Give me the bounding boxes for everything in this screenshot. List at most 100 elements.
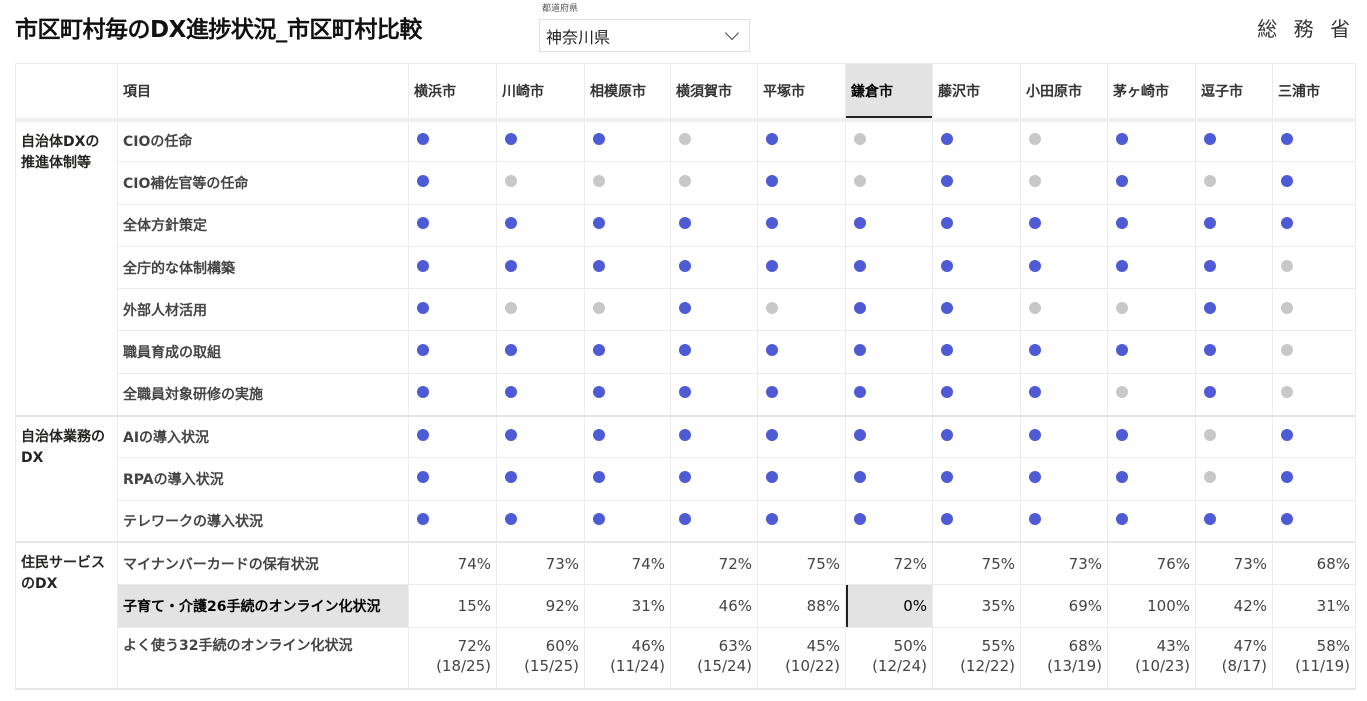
status-cell[interactable] [757,330,846,374]
value-cell[interactable]: 0% [845,584,933,628]
status-cell[interactable] [496,415,585,459]
status-cell[interactable] [496,203,585,247]
status-cell[interactable] [1272,288,1356,332]
value-cell[interactable]: 92% [496,584,585,628]
city-header[interactable]: 横須賀市 [670,63,758,122]
status-cell[interactable] [1195,203,1273,247]
city-header[interactable]: 横浜市 [408,63,497,122]
value-cell[interactable]: 72% [670,541,758,586]
item-label[interactable]: 全庁的な体制構築 [117,245,409,290]
value-cell[interactable]: 45% (10/22) [757,626,846,691]
status-cell[interactable] [408,161,497,205]
status-cell[interactable] [932,499,1021,544]
status-cell[interactable] [496,372,585,417]
status-cell[interactable] [1195,415,1273,459]
status-cell[interactable] [1020,457,1108,501]
status-cell[interactable] [1020,499,1108,544]
status-cell[interactable] [757,203,846,247]
status-cell[interactable] [670,499,758,544]
status-cell[interactable] [932,203,1021,247]
item-label[interactable]: 外部人材活用 [117,288,409,332]
item-label[interactable]: テレワークの導入状況 [117,499,409,544]
status-cell[interactable] [408,415,497,459]
status-cell[interactable] [496,457,585,501]
status-cell[interactable] [670,288,758,332]
city-header[interactable]: 藤沢市 [932,63,1021,122]
status-cell[interactable] [1272,330,1356,374]
status-cell[interactable] [1272,118,1356,163]
status-cell[interactable] [584,330,671,374]
status-cell[interactable] [845,118,933,163]
status-cell[interactable] [1195,245,1273,290]
status-cell[interactable] [584,288,671,332]
status-cell[interactable] [584,372,671,417]
status-cell[interactable] [757,245,846,290]
status-cell[interactable] [496,330,585,374]
status-cell[interactable] [670,457,758,501]
status-cell[interactable] [1020,118,1108,163]
status-cell[interactable] [845,499,933,544]
status-cell[interactable] [670,161,758,205]
status-cell[interactable] [408,330,497,374]
status-cell[interactable] [1272,161,1356,205]
status-cell[interactable] [1020,245,1108,290]
status-cell[interactable] [408,245,497,290]
status-cell[interactable] [757,457,846,501]
value-cell[interactable]: 72% (18/25) [408,626,497,691]
status-cell[interactable] [932,330,1021,374]
status-cell[interactable] [584,118,671,163]
status-cell[interactable] [845,161,933,205]
status-cell[interactable] [496,288,585,332]
item-label[interactable]: 子育て・介護26手続のオンライン化状況 [117,584,409,628]
status-cell[interactable] [408,372,497,417]
status-cell[interactable] [584,203,671,247]
status-cell[interactable] [1195,499,1273,544]
city-header[interactable]: 川崎市 [496,63,585,122]
status-cell[interactable] [1195,457,1273,501]
status-cell[interactable] [496,245,585,290]
status-cell[interactable] [1107,330,1196,374]
item-label[interactable]: 全体方針策定 [117,203,409,247]
item-label[interactable]: 全職員対象研修の実施 [117,372,409,417]
status-cell[interactable] [496,118,585,163]
status-cell[interactable] [584,457,671,501]
status-cell[interactable] [584,161,671,205]
value-cell[interactable]: 31% [1272,584,1356,628]
status-cell[interactable] [408,118,497,163]
status-cell[interactable] [1272,372,1356,417]
value-cell[interactable]: 76% [1107,541,1196,586]
status-cell[interactable] [932,415,1021,459]
status-cell[interactable] [408,288,497,332]
city-header[interactable]: 相模原市 [584,63,671,122]
value-cell[interactable]: 75% [757,541,846,586]
value-cell[interactable]: 47% (8/17) [1195,626,1273,691]
status-cell[interactable] [670,330,758,374]
value-cell[interactable]: 42% [1195,584,1273,628]
status-cell[interactable] [1020,372,1108,417]
city-header[interactable]: 小田原市 [1020,63,1108,122]
value-cell[interactable]: 74% [584,541,671,586]
status-cell[interactable] [932,118,1021,163]
status-cell[interactable] [1272,499,1356,544]
value-cell[interactable]: 31% [584,584,671,628]
item-label[interactable]: 職員育成の取組 [117,330,409,374]
value-cell[interactable]: 58% (11/19) [1272,626,1356,691]
status-cell[interactable] [1107,288,1196,332]
status-cell[interactable] [1107,203,1196,247]
status-cell[interactable] [1020,330,1108,374]
status-cell[interactable] [757,288,846,332]
status-cell[interactable] [1272,245,1356,290]
value-cell[interactable]: 88% [757,584,846,628]
status-cell[interactable] [496,161,585,205]
city-header[interactable]: 鎌倉市 [845,63,933,122]
status-cell[interactable] [845,372,933,417]
status-cell[interactable] [1195,118,1273,163]
value-cell[interactable]: 75% [932,541,1021,586]
prefecture-dropdown[interactable]: 神奈川県 [539,19,750,52]
status-cell[interactable] [496,499,585,544]
city-header[interactable]: 平塚市 [757,63,846,122]
status-cell[interactable] [670,203,758,247]
status-cell[interactable] [932,245,1021,290]
value-cell[interactable]: 43% (10/23) [1107,626,1196,691]
value-cell[interactable]: 15% [408,584,497,628]
